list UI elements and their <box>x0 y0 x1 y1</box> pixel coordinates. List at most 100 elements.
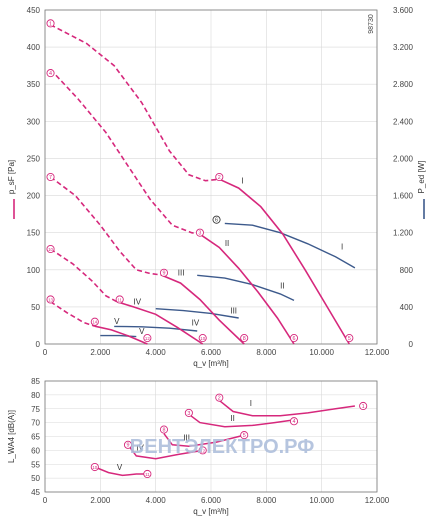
upper-xtick-label: 12.000 <box>365 348 390 357</box>
sound-point-9-ring <box>123 440 133 449</box>
sound-point-12-number: 12 <box>200 448 205 453</box>
operating-point-7-number: 7 <box>49 175 52 181</box>
pressure-curve-label-V: V <box>114 317 120 326</box>
operating-point-6-ring <box>289 334 299 343</box>
lower-ytick-label: 75 <box>31 405 40 414</box>
upper-ytick-label: 100 <box>27 266 41 275</box>
pressure-curve-II-solid <box>199 233 295 345</box>
operating-point-1-ring <box>46 19 55 28</box>
pressure-curve-label-IV: IV <box>134 298 142 307</box>
lower-xtick-label: 10.000 <box>309 496 334 505</box>
operating-point-13-number: 13 <box>48 297 53 302</box>
power-curve-IV <box>114 325 198 332</box>
operating-point-14-number: 14 <box>92 320 97 325</box>
sound-point-5-number: 5 <box>243 433 246 439</box>
operating-point-5: 5 <box>345 334 354 343</box>
power-curve-label-III: III <box>230 306 237 315</box>
upper-y2tick-label: 2.000 <box>393 154 414 163</box>
sound-point-3: 3 <box>184 408 193 417</box>
power-point-6: 6 <box>212 215 221 224</box>
sound-point-1-number: 1 <box>362 404 365 410</box>
lower-plot-frame <box>44 380 378 493</box>
upper-y2tick-label: 2.400 <box>393 117 414 126</box>
sound-curve-III <box>163 433 245 447</box>
lower-ytick-label: 55 <box>31 460 40 469</box>
pressure-curve-IV-solid <box>116 300 204 345</box>
operating-point-10: 10 <box>46 244 55 254</box>
upper-ytick-label: 200 <box>27 192 41 201</box>
operating-point-8-ring <box>240 334 249 343</box>
lower-ytick-label: 80 <box>31 391 40 400</box>
pressure-curve-IV-dashed <box>50 248 118 303</box>
operating-point-4-ring <box>46 69 55 78</box>
sound-point-1-ring <box>359 401 368 411</box>
upper-ytick-label: 250 <box>27 154 41 163</box>
sound-point-8-ring <box>159 425 169 434</box>
upper-y2tick-label: 0 <box>409 340 414 349</box>
sound-curve-I <box>218 399 356 417</box>
power-curve-label-I: I <box>341 242 343 251</box>
upper-xtick-label: 10.000 <box>309 348 334 357</box>
sound-point-2-ring <box>215 393 224 402</box>
upper-plot-frame <box>44 9 378 345</box>
operating-point-2: 2 <box>215 172 224 182</box>
operating-point-11: 11 <box>115 295 124 304</box>
operating-point-2-ring <box>215 172 224 182</box>
upper-y2tick-label: 3.600 <box>393 6 414 15</box>
lower-xtick-label: 6.000 <box>201 496 222 505</box>
upper-y2tick-label: 2.800 <box>393 80 414 89</box>
lower-ytick-label: 60 <box>31 446 40 455</box>
upper-y2tick-label: 800 <box>400 266 414 275</box>
watermark-logo: ВЕНТЭЛЕКТРО.РФ <box>130 436 315 458</box>
pressure-curve-label-III: III <box>178 269 185 278</box>
operating-point-9-number: 9 <box>162 271 165 277</box>
operating-point-14-ring <box>90 317 99 326</box>
sound-point-11-number: 11 <box>145 472 150 477</box>
power-curve-label-V: V <box>139 327 145 336</box>
operating-point-13: 13 <box>46 295 55 304</box>
sound-curve-label-II: II <box>230 414 234 423</box>
sound-point-10-number: 10 <box>92 465 97 470</box>
sound-curve-II <box>188 413 295 428</box>
operating-point-6-number: 6 <box>293 336 296 342</box>
operating-point-12-number: 12 <box>145 336 150 341</box>
operating-point-10: 10 <box>198 334 207 343</box>
operating-point-11-ring <box>115 295 124 304</box>
pressure-curve-label-II: II <box>225 239 229 248</box>
sound-point-8-number: 8 <box>162 427 165 433</box>
sound-point-4: 4 <box>289 417 299 426</box>
operating-point-1-number: 1 <box>49 21 52 27</box>
sound-curve-label-V: V <box>117 463 123 472</box>
upper-y2-axis-title: P_ed [W] <box>417 161 426 194</box>
operating-point-8: 8 <box>240 334 249 343</box>
sound-curve-label-I: I <box>250 399 252 408</box>
sound-point-3-ring <box>184 408 193 417</box>
operating-point-10-number: 10 <box>48 247 53 252</box>
operating-point-7-ring <box>46 172 55 182</box>
pressure-curve-V-solid <box>94 325 148 345</box>
sound-point-12: 12 <box>198 446 207 455</box>
operating-point-9: 9 <box>159 268 169 277</box>
power-point-6-ring <box>212 215 221 224</box>
operating-point-3-ring <box>195 228 204 237</box>
operating-point-8-number: 8 <box>243 336 246 342</box>
upper-y2tick-label: 400 <box>400 303 414 312</box>
operating-point-10-ring <box>198 334 207 343</box>
pressure-curve-I-solid <box>218 178 350 345</box>
operating-point-12: 12 <box>143 334 152 343</box>
sound-point-10: 10 <box>90 462 99 472</box>
sound-curve-IV <box>127 444 203 460</box>
upper-y-axis-title: p_sF [Pa] <box>7 160 16 194</box>
sound-curve-label-III: III <box>183 434 190 443</box>
lower-xtick-label: 0 <box>43 496 48 505</box>
sound-curve-label-IV: IV <box>136 443 144 452</box>
operating-point-6: 6 <box>289 334 299 343</box>
sound-point-12-ring <box>198 446 207 455</box>
operating-point-10-ring <box>46 244 55 254</box>
upper-ytick-label: 300 <box>27 117 41 126</box>
sound-point-11: 11 <box>143 469 152 479</box>
sound-point-9-number: 9 <box>127 443 130 449</box>
power-curve-label-IV: IV <box>192 318 200 327</box>
upper-x-axis-title: q_v [m³/h] <box>193 359 229 368</box>
sound-curve-V <box>94 466 148 477</box>
